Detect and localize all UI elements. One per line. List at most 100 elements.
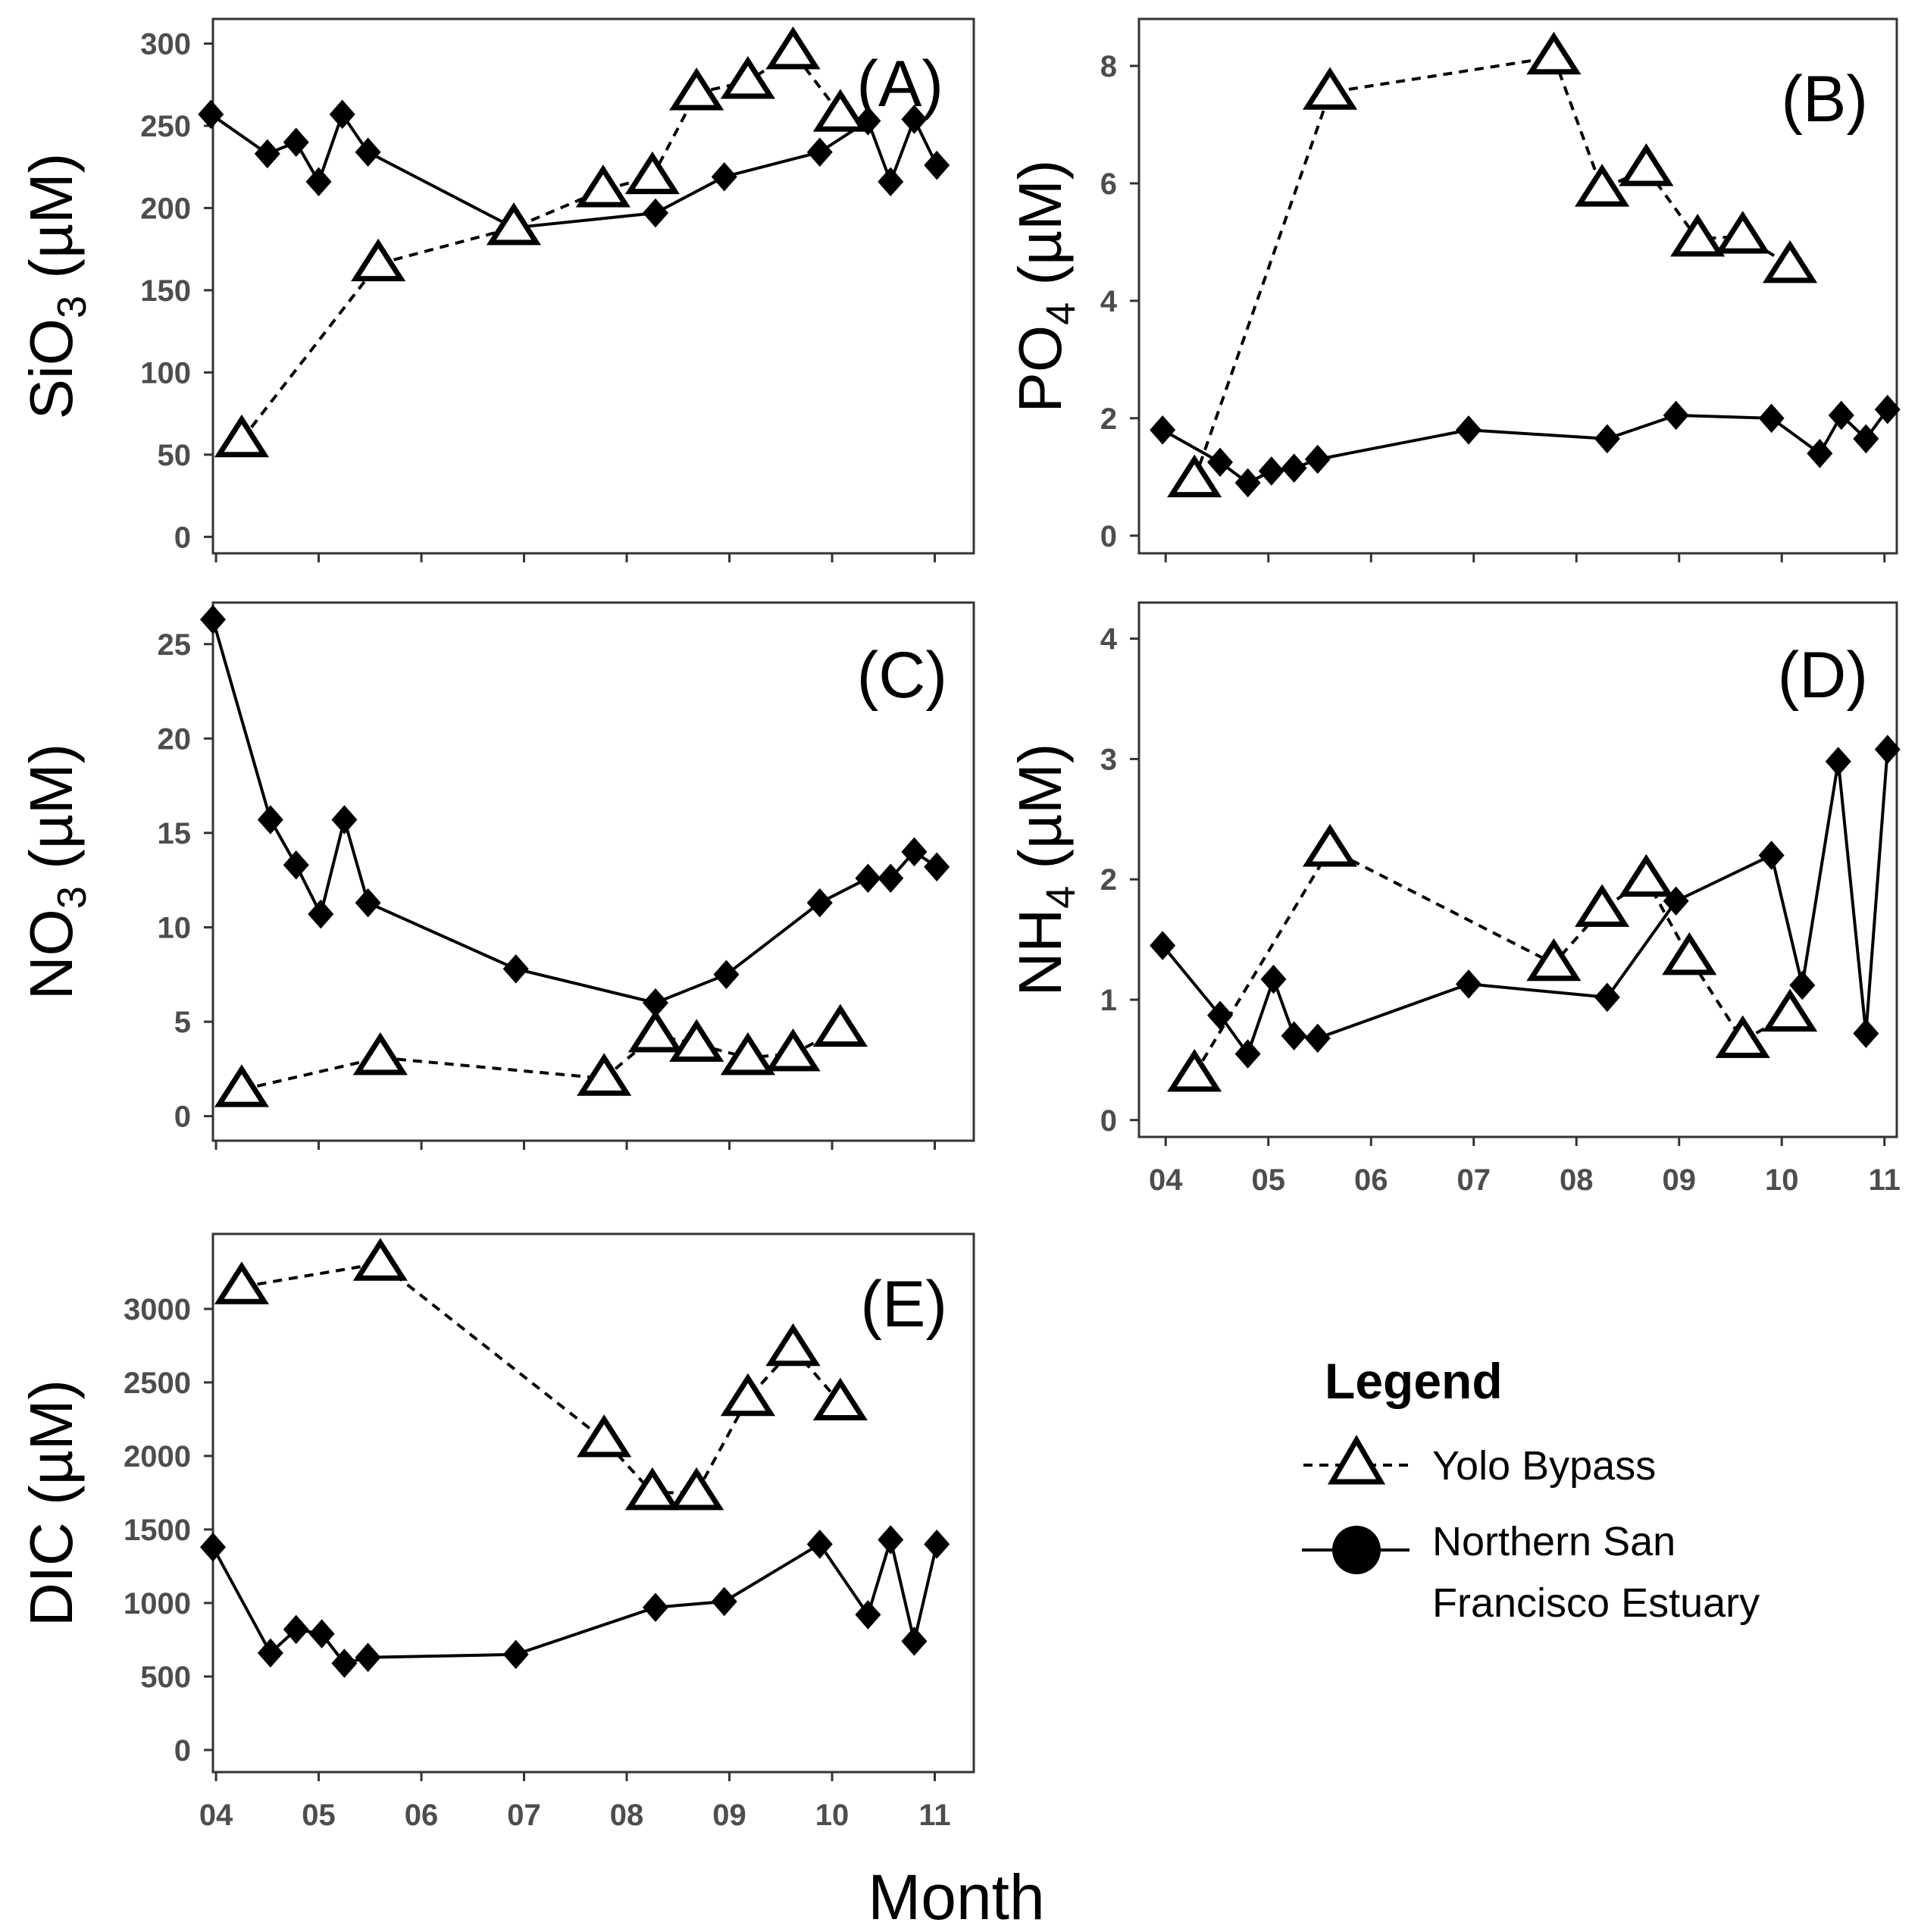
nsfe-point-core: [1878, 740, 1897, 759]
nsfe-point-core: [810, 1535, 829, 1554]
nsfe-point-core: [928, 156, 946, 175]
nsfe-point-core: [646, 1598, 665, 1617]
nsfe-point-core: [1238, 474, 1257, 493]
y-axis-title-unit: (µM): [17, 744, 85, 886]
nsfe-point-core: [1829, 752, 1848, 771]
nsfe-point-core: [1211, 452, 1230, 471]
nsfe-point-core: [1810, 444, 1829, 463]
yolo-point: [1575, 884, 1630, 927]
yolo-point: [624, 1467, 681, 1511]
nsfe-point-core: [1597, 429, 1616, 448]
y-axis-title-subscript: 3: [49, 296, 95, 318]
nsfe-point-core: [202, 105, 221, 124]
nsfe-point-core: [1666, 406, 1685, 424]
nsfe-point-core: [309, 172, 328, 191]
nsfe-point-core: [810, 894, 829, 913]
yolo-point: [577, 1053, 632, 1096]
yolo-series-line: [241, 1028, 841, 1091]
panel-label: (E): [860, 1268, 947, 1341]
y-tick-label: 25: [158, 628, 192, 662]
nsfe-point-core: [646, 203, 665, 222]
y-axis-title-unit: (µM): [1006, 744, 1074, 886]
legend-label-nsfe-line2: Francisco Estuary: [1432, 1580, 1760, 1626]
yolo-point: [720, 1373, 776, 1417]
nsfe-point-core: [1857, 1024, 1876, 1043]
y-axis-title: DIC (µM): [17, 1379, 85, 1627]
y-tick-label: 0: [1100, 520, 1117, 553]
x-tick-label: 08: [1560, 1163, 1594, 1197]
nsfe-point-core: [1284, 1026, 1303, 1045]
nsfe-point-core: [881, 869, 900, 888]
y-tick-label: 500: [140, 1661, 191, 1694]
nsfe-point-core: [286, 856, 305, 875]
nsfe-point-core: [258, 144, 277, 163]
yolo-point: [1526, 31, 1582, 75]
y-tick-label: 4: [1100, 623, 1118, 656]
yolo-point: [1619, 143, 1674, 186]
yolo-point: [214, 1261, 270, 1304]
x-tick-label: 05: [1251, 1163, 1285, 1197]
y-tick-label: 3000: [124, 1293, 191, 1326]
nsfe-point-core: [881, 1530, 900, 1549]
nsfe-point-core: [204, 1538, 222, 1557]
nsfe-point-core: [646, 994, 665, 1013]
y-tick-label: 1000: [124, 1587, 191, 1620]
y-tick-label: 0: [174, 1734, 191, 1768]
yolo-point: [720, 55, 776, 99]
y-axis-title-main: PO: [1006, 325, 1074, 413]
y-tick-label: 15: [158, 817, 192, 850]
legend: Legend Yolo Bypass Northern San Francisc…: [1302, 1353, 1760, 1626]
x-tick-label: 09: [712, 1799, 746, 1832]
y-tick-label: 300: [140, 28, 191, 61]
x-tick-label: 06: [405, 1799, 439, 1832]
x-tick-label: 05: [302, 1799, 336, 1832]
nsfe-point-core: [358, 142, 377, 161]
plot-area: [1137, 601, 1898, 1138]
yolo-point: [352, 1032, 408, 1076]
yolo-point: [1167, 454, 1222, 498]
nsfe-point-core: [506, 1645, 525, 1664]
y-axis-title: NO3 (µM): [17, 744, 95, 1000]
nsfe-point-core: [859, 869, 878, 888]
x-tick-label: 06: [1354, 1163, 1388, 1197]
y-axis-title-main: SiO: [17, 318, 85, 419]
panel-c: 0 5 10 15 20 25 NO3 (µM) (C): [17, 601, 975, 1150]
nsfe-point-core: [1284, 459, 1303, 478]
nsfe-point-core: [715, 1592, 734, 1611]
legend-yolo-triangle-icon: [1327, 1435, 1386, 1485]
yolo-point: [1762, 988, 1818, 1032]
y-axis-title-subscript: 3: [49, 886, 95, 909]
y-tick-label: 3: [1100, 743, 1117, 776]
y-tick-label: 20: [158, 722, 192, 756]
nsfe-point-core: [1262, 462, 1281, 481]
y-tick-label: 200: [140, 192, 191, 225]
y-tick-label: 2500: [124, 1367, 191, 1400]
nsfe-point-core: [286, 133, 305, 152]
nsfe-point-core: [810, 142, 829, 161]
nsfe-point-core: [717, 965, 736, 984]
yolo-point: [577, 1414, 632, 1458]
panel-label: (A): [856, 48, 943, 121]
nsfe-point-core: [1793, 975, 1812, 994]
nsfe-point-core: [311, 905, 330, 924]
yolo-point: [352, 1238, 408, 1281]
x-tick-label: 04: [1149, 1163, 1183, 1197]
yolo-point: [1302, 67, 1358, 110]
panel-label: (D): [1778, 639, 1868, 712]
y-tick-label: 1500: [124, 1514, 191, 1547]
yolo-point: [1619, 853, 1674, 897]
y-tick-label: 100: [140, 356, 191, 390]
nsfe-point-core: [312, 1624, 331, 1643]
y-axis-title: NH4 (µM): [1006, 744, 1084, 997]
yolo-point: [1762, 240, 1818, 283]
nsfe-point-core: [715, 168, 734, 186]
yolo-point: [486, 202, 542, 246]
y-axis-title-subscript: 4: [1038, 886, 1084, 909]
y-axis-title-unit: (µM): [17, 1379, 85, 1522]
yolo-point: [812, 1004, 868, 1047]
y-tick-label: 2: [1100, 863, 1117, 897]
yolo-point: [627, 1009, 684, 1053]
nsfe-point-core: [905, 110, 924, 129]
nsfe-point-core: [1597, 988, 1616, 1007]
